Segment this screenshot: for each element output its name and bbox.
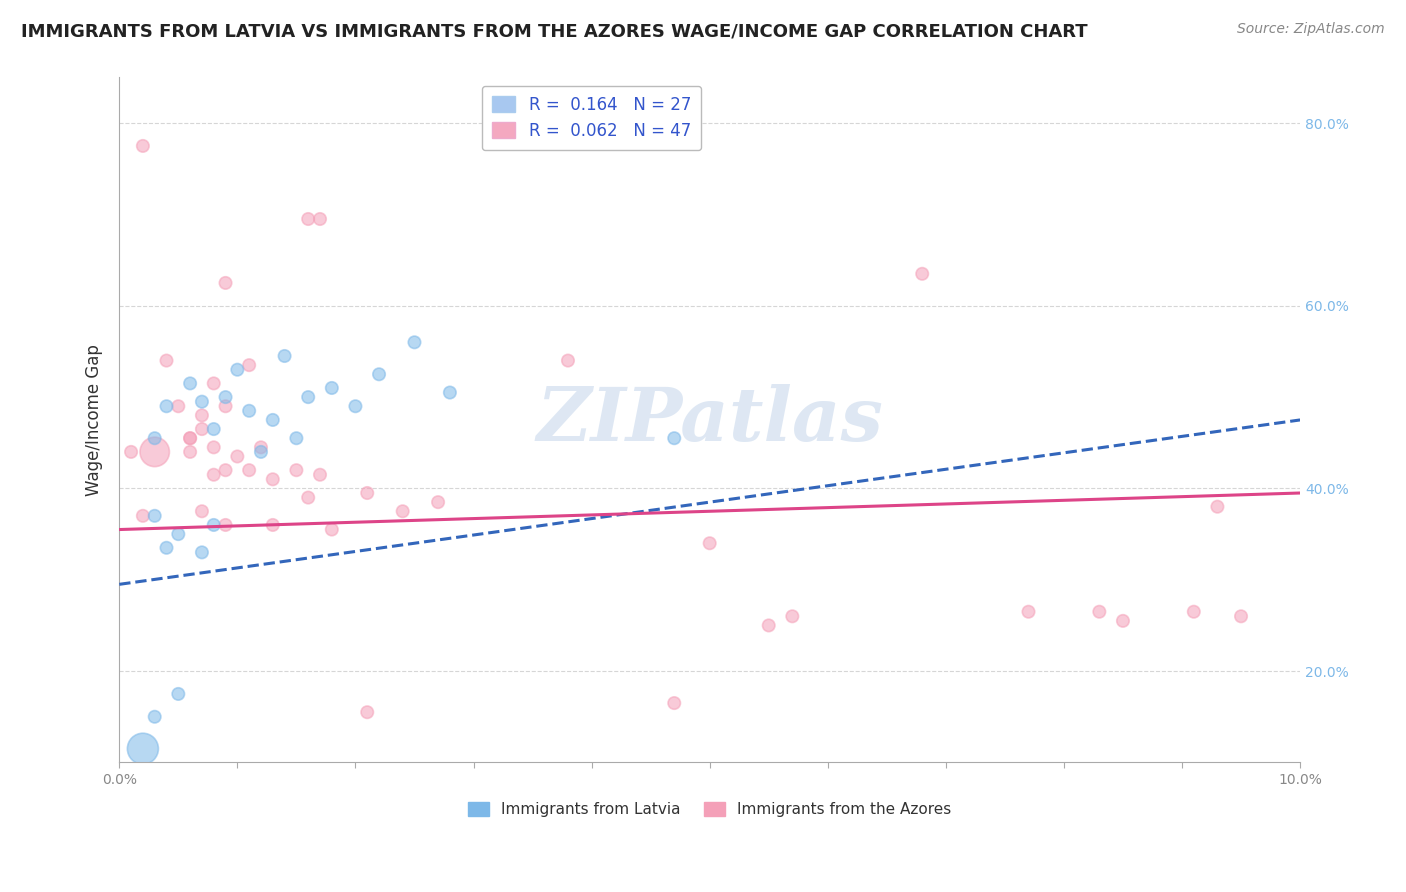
Point bbox=[782, 609, 804, 624]
Point bbox=[191, 409, 214, 423]
Point bbox=[911, 267, 934, 281]
Point bbox=[238, 404, 260, 418]
Point bbox=[214, 463, 236, 477]
Point bbox=[758, 618, 780, 632]
Point bbox=[214, 518, 236, 533]
Point bbox=[297, 212, 319, 227]
Point bbox=[167, 687, 190, 701]
Point bbox=[250, 440, 273, 454]
Point bbox=[202, 518, 225, 533]
Point bbox=[664, 431, 686, 445]
Point bbox=[132, 508, 155, 523]
Point bbox=[226, 362, 249, 376]
Point bbox=[202, 376, 225, 391]
Point bbox=[191, 394, 214, 409]
Point bbox=[143, 508, 166, 523]
Text: ZIPatlas: ZIPatlas bbox=[536, 384, 883, 456]
Point bbox=[191, 422, 214, 436]
Point bbox=[155, 541, 177, 555]
Point bbox=[285, 463, 308, 477]
Point bbox=[356, 705, 378, 719]
Text: IMMIGRANTS FROM LATVIA VS IMMIGRANTS FROM THE AZORES WAGE/INCOME GAP CORRELATION: IMMIGRANTS FROM LATVIA VS IMMIGRANTS FRO… bbox=[21, 22, 1088, 40]
Point bbox=[238, 463, 260, 477]
Point bbox=[1018, 605, 1040, 619]
Point bbox=[120, 445, 142, 459]
Y-axis label: Wage/Income Gap: Wage/Income Gap bbox=[86, 344, 103, 496]
Point bbox=[262, 472, 284, 486]
Point bbox=[439, 385, 461, 400]
Point bbox=[167, 527, 190, 541]
Point bbox=[179, 431, 201, 445]
Legend: Immigrants from Latvia, Immigrants from the Azores: Immigrants from Latvia, Immigrants from … bbox=[461, 796, 957, 823]
Point bbox=[297, 491, 319, 505]
Point bbox=[202, 440, 225, 454]
Point bbox=[344, 399, 367, 413]
Point bbox=[1182, 605, 1205, 619]
Point bbox=[202, 422, 225, 436]
Point bbox=[273, 349, 295, 363]
Point bbox=[179, 445, 201, 459]
Point bbox=[664, 696, 686, 710]
Point bbox=[226, 450, 249, 464]
Point bbox=[356, 486, 378, 500]
Point bbox=[699, 536, 721, 550]
Point bbox=[1230, 609, 1253, 624]
Point bbox=[557, 353, 579, 368]
Point bbox=[309, 467, 332, 482]
Point bbox=[297, 390, 319, 404]
Point bbox=[262, 518, 284, 533]
Point bbox=[179, 431, 201, 445]
Point bbox=[285, 431, 308, 445]
Point bbox=[155, 399, 177, 413]
Point bbox=[143, 445, 166, 459]
Point bbox=[250, 445, 273, 459]
Point bbox=[155, 353, 177, 368]
Point bbox=[309, 212, 332, 227]
Point bbox=[321, 523, 343, 537]
Point bbox=[179, 376, 201, 391]
Point bbox=[214, 390, 236, 404]
Point bbox=[321, 381, 343, 395]
Point bbox=[132, 139, 155, 153]
Point bbox=[238, 358, 260, 372]
Point bbox=[1206, 500, 1229, 514]
Point bbox=[191, 504, 214, 518]
Point bbox=[262, 413, 284, 427]
Point bbox=[214, 399, 236, 413]
Point bbox=[214, 276, 236, 290]
Point bbox=[391, 504, 413, 518]
Point bbox=[143, 710, 166, 724]
Text: Source: ZipAtlas.com: Source: ZipAtlas.com bbox=[1237, 22, 1385, 37]
Point bbox=[404, 335, 426, 350]
Point bbox=[202, 467, 225, 482]
Point bbox=[1112, 614, 1135, 628]
Point bbox=[191, 545, 214, 559]
Point bbox=[1088, 605, 1111, 619]
Point bbox=[368, 368, 391, 382]
Point bbox=[132, 741, 155, 756]
Point bbox=[427, 495, 450, 509]
Point bbox=[167, 399, 190, 413]
Point bbox=[143, 431, 166, 445]
